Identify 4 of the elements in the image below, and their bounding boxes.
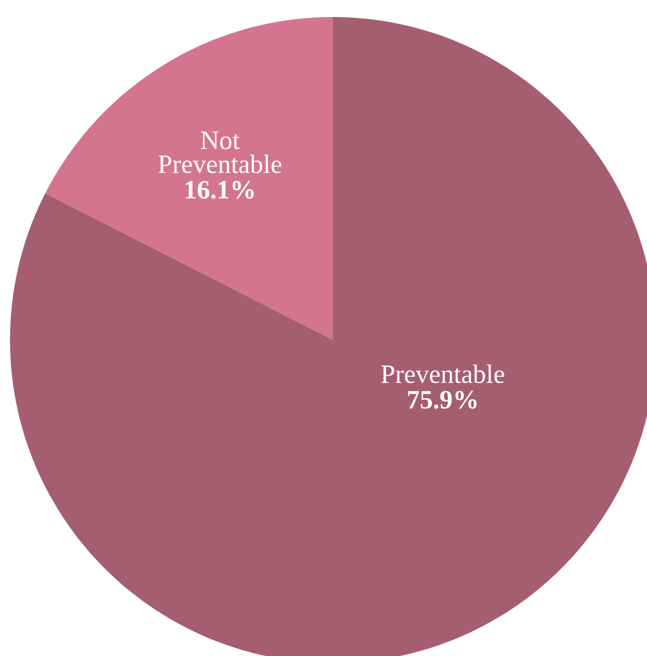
data-label: 75.9% — [408, 390, 477, 409]
slice-label: Preventable — [381, 364, 504, 384]
slice-label: Not Preventable — [158, 132, 282, 174]
data-label: 16.1% — [186, 180, 254, 199]
